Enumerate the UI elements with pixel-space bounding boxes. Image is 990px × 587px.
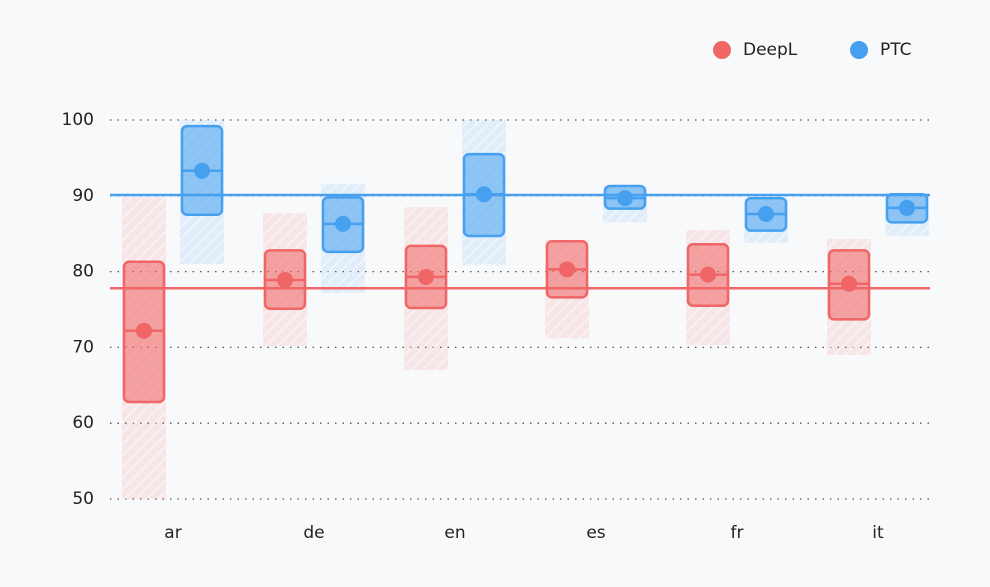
y-tick-label: 60 [72,413,94,433]
median-dot [559,261,575,278]
median-dot [899,199,915,216]
x-tick-label: fr [731,523,744,543]
x-tick-label: de [303,523,324,543]
x-tick-label: ar [164,523,181,543]
legend-label: DeepL [743,40,798,60]
median-dot [418,268,434,285]
x-tick-label: it [872,523,884,543]
legend-marker [850,41,868,59]
legend-label: PTC [880,40,912,60]
median-dot [700,266,716,283]
x-tick-label: en [444,523,465,543]
y-tick-label: 100 [62,110,94,130]
median-dot [335,215,351,232]
median-dot [758,205,774,222]
y-tick-label: 50 [72,489,94,509]
y-tick-label: 80 [72,262,94,282]
median-dot [136,322,152,339]
legend-marker [713,41,731,59]
x-tick-label: es [586,523,605,543]
y-tick-label: 90 [72,186,94,206]
y-tick-label: 70 [72,337,94,357]
median-dot [617,190,633,207]
median-dot [194,162,210,179]
median-dot [277,271,293,288]
